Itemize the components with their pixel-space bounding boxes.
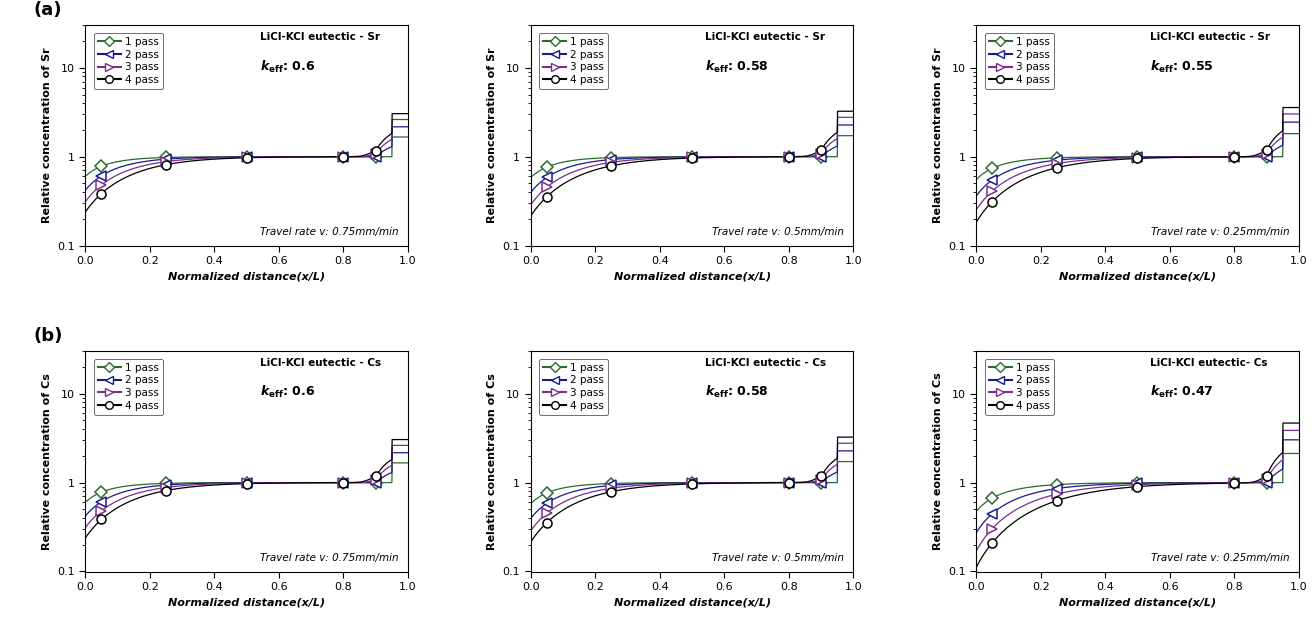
X-axis label: Normalized distance(x/L): Normalized distance(x/L) — [168, 272, 325, 281]
Text: LiCl-KCl eutectic - Cs: LiCl-KCl eutectic - Cs — [705, 358, 827, 368]
Y-axis label: Relative concentration of Cs: Relative concentration of Cs — [42, 373, 51, 550]
Text: Travel rate v: 0.25mm/min: Travel rate v: 0.25mm/min — [1151, 552, 1290, 563]
Text: $\boldsymbol{k}_{\bf{eff}}$: 0.55: $\boldsymbol{k}_{\bf{eff}}$: 0.55 — [1151, 58, 1214, 74]
Legend: 1 pass, 2 pass, 3 pass, 4 pass: 1 pass, 2 pass, 3 pass, 4 pass — [984, 33, 1054, 89]
Text: Travel rate v: 0.75mm/min: Travel rate v: 0.75mm/min — [260, 552, 399, 563]
Text: $\boldsymbol{k}_{\bf{eff}}$: 0.47: $\boldsymbol{k}_{\bf{eff}}$: 0.47 — [1151, 384, 1214, 401]
Y-axis label: Relative concentration of Sr: Relative concentration of Sr — [487, 48, 497, 224]
X-axis label: Normalized distance(x/L): Normalized distance(x/L) — [1059, 272, 1216, 281]
Text: $\boldsymbol{k}_{\bf{eff}}$: 0.58: $\boldsymbol{k}_{\bf{eff}}$: 0.58 — [705, 384, 769, 401]
Y-axis label: Relative eoncentration of Cs: Relative eoncentration of Cs — [933, 373, 942, 551]
Y-axis label: Relative concentration of Cs: Relative concentration of Cs — [487, 373, 497, 550]
Y-axis label: Relative concentration of Sr: Relative concentration of Sr — [42, 48, 51, 224]
Text: $\boldsymbol{k}_{\bf{eff}}$: 0.6: $\boldsymbol{k}_{\bf{eff}}$: 0.6 — [260, 58, 315, 74]
Text: $\boldsymbol{k}_{\bf{eff}}$: 0.6: $\boldsymbol{k}_{\bf{eff}}$: 0.6 — [260, 384, 315, 401]
Text: LiCl-KCl eutectic - Sr: LiCl-KCl eutectic - Sr — [260, 32, 379, 42]
X-axis label: Normalized distance(x/L): Normalized distance(x/L) — [1059, 598, 1216, 608]
Text: (b): (b) — [34, 326, 63, 345]
Y-axis label: Relative concentration of Sr: Relative concentration of Sr — [933, 48, 942, 224]
Legend: 1 pass, 2 pass, 3 pass, 4 pass: 1 pass, 2 pass, 3 pass, 4 pass — [539, 359, 609, 415]
X-axis label: Normalized distance(x/L): Normalized distance(x/L) — [614, 272, 770, 281]
Text: LiCl-KCl eutectic - Sr: LiCl-KCl eutectic - Sr — [1151, 32, 1270, 42]
Text: Travel rate v: 0.5mm/min: Travel rate v: 0.5mm/min — [712, 552, 844, 563]
Text: LiCl-KCl eutectic - Cs: LiCl-KCl eutectic - Cs — [260, 358, 380, 368]
Text: Travel rate v: 0.5mm/min: Travel rate v: 0.5mm/min — [712, 227, 844, 237]
Text: LiCl-KCl eutectic - Sr: LiCl-KCl eutectic - Sr — [705, 32, 825, 42]
Text: LiCl-KCl eutectic- Cs: LiCl-KCl eutectic- Cs — [1151, 358, 1267, 368]
Legend: 1 pass, 2 pass, 3 pass, 4 pass: 1 pass, 2 pass, 3 pass, 4 pass — [93, 33, 163, 89]
X-axis label: Normalized distance(x/L): Normalized distance(x/L) — [168, 598, 325, 608]
Text: $\boldsymbol{k}_{\bf{eff}}$: 0.58: $\boldsymbol{k}_{\bf{eff}}$: 0.58 — [705, 58, 769, 74]
X-axis label: Normalized distance(x/L): Normalized distance(x/L) — [614, 598, 770, 608]
Text: (a): (a) — [34, 1, 62, 19]
Legend: 1 pass, 2 pass, 3 pass, 4 pass: 1 pass, 2 pass, 3 pass, 4 pass — [539, 33, 609, 89]
Text: Travel rate v: 0.75mm/min: Travel rate v: 0.75mm/min — [260, 227, 399, 237]
Text: Travel rate v: 0.25mm/min: Travel rate v: 0.25mm/min — [1151, 227, 1290, 237]
Legend: 1 pass, 2 pass, 3 pass, 4 pass: 1 pass, 2 pass, 3 pass, 4 pass — [984, 359, 1054, 415]
Legend: 1 pass, 2 pass, 3 pass, 4 pass: 1 pass, 2 pass, 3 pass, 4 pass — [93, 359, 163, 415]
